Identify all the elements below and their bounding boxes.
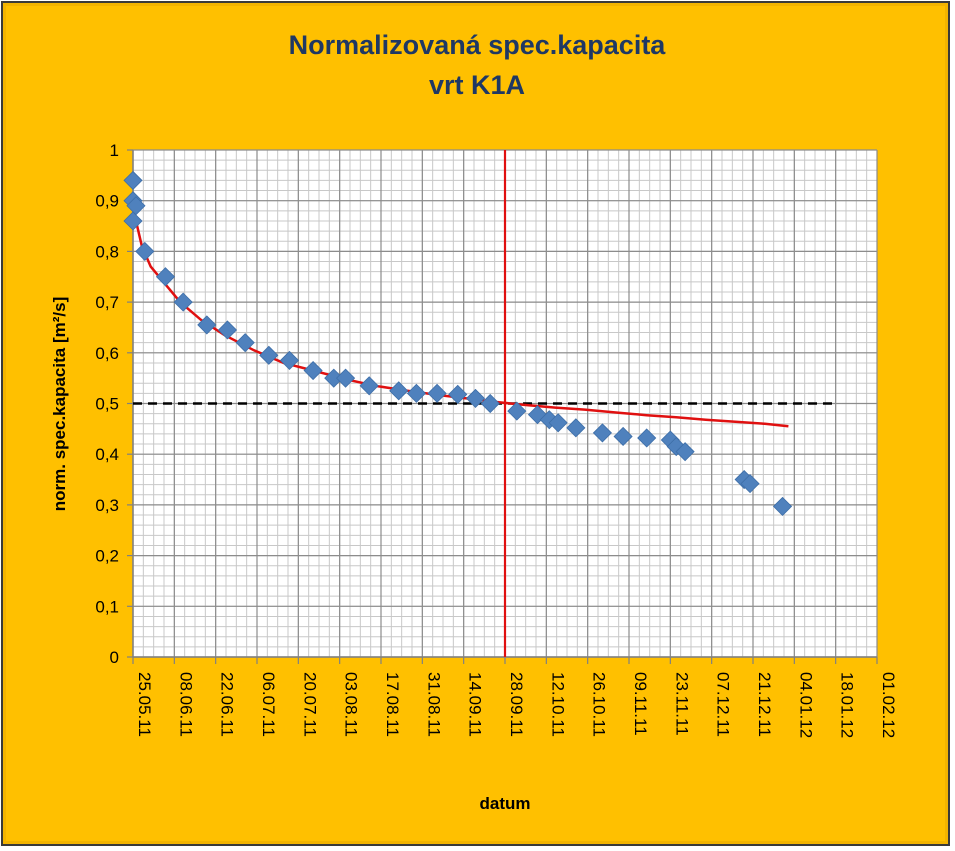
- data-point: [303, 360, 323, 381]
- data-point: [359, 376, 379, 396]
- x-tick-label: 14.09.11: [466, 672, 485, 737]
- y-tick-label: 0,9: [95, 192, 119, 211]
- data-point: [336, 368, 356, 388]
- data-point: [389, 381, 409, 401]
- x-tick-label: 12.10.11: [548, 672, 567, 737]
- data-point: [637, 428, 657, 448]
- data-point: [427, 383, 447, 403]
- x-tick-label: 04.01.12: [796, 672, 815, 738]
- data-point: [197, 315, 217, 335]
- y-tick-label: 0,8: [95, 242, 119, 261]
- data-point: [235, 333, 255, 353]
- data-point: [480, 393, 500, 414]
- data-point: [507, 401, 527, 421]
- data-point: [259, 345, 279, 365]
- x-tick-label: 22.06.11: [218, 672, 237, 737]
- data-point: [173, 292, 193, 312]
- data-point: [772, 496, 793, 516]
- y-tick-label: 0: [110, 648, 119, 667]
- x-tick-label: 20.07.11: [300, 672, 319, 737]
- chart-title-line1: Normalizovaná spec.kapacita: [289, 30, 667, 60]
- data-point: [613, 426, 633, 447]
- data-point: [740, 474, 760, 494]
- data-point: [155, 267, 176, 287]
- y-tick-label: 0,7: [95, 293, 119, 312]
- y-tick-label: 0,4: [95, 445, 119, 464]
- x-tick-label: 26.10.11: [590, 672, 609, 737]
- y-tick-label: 1: [110, 141, 119, 160]
- x-tick-label: 06.07.11: [259, 672, 278, 737]
- x-tick-label: 08.06.11: [176, 672, 195, 737]
- x-tick-label: 21.12.11: [755, 672, 774, 737]
- x-tick-label: 28.09.11: [507, 672, 526, 737]
- data-point: [123, 170, 143, 190]
- x-tick-label: 17.08.11: [383, 672, 402, 737]
- data-point: [135, 241, 155, 261]
- y-tick-label: 0,3: [95, 496, 119, 515]
- chart-title-line2: vrt K1A: [429, 70, 525, 100]
- data-point: [217, 320, 238, 340]
- y-tick-label: 0,6: [95, 344, 119, 363]
- x-tick-label: 25.05.11: [135, 672, 154, 737]
- x-tick-label: 03.08.11: [342, 672, 361, 737]
- y-tick-label: 0,5: [95, 395, 119, 414]
- data-point: [279, 350, 300, 370]
- data-point: [123, 211, 143, 231]
- data-point: [675, 442, 695, 462]
- x-axis-label: datum: [480, 794, 531, 813]
- y-tick-label: 0,2: [95, 547, 119, 566]
- x-tick-label: 31.08.11: [424, 672, 443, 737]
- x-tick-label: 09.11.11: [631, 672, 650, 736]
- x-tick-label: 23.11.11: [672, 672, 691, 736]
- plot-area: 0 0,1 0,2 0,3 0,4 0,5 0,6 0,7 0,8 0,9 1 25.05.11 08.…: [95, 141, 898, 738]
- x-tick-label: 07.12.11: [714, 672, 733, 737]
- data-point: [566, 418, 586, 438]
- y-axis-label: norm. spec.kapacita [m²/s]: [50, 297, 69, 511]
- data-point: [448, 384, 468, 404]
- x-tick-label: 18.01.12: [838, 672, 857, 738]
- data-point: [465, 388, 486, 408]
- data-point: [548, 413, 568, 433]
- data-point: [592, 423, 612, 443]
- y-tick-label: 0,1: [95, 597, 119, 616]
- data-point: [406, 383, 426, 403]
- x-tick-label: 01.02.12: [879, 672, 898, 738]
